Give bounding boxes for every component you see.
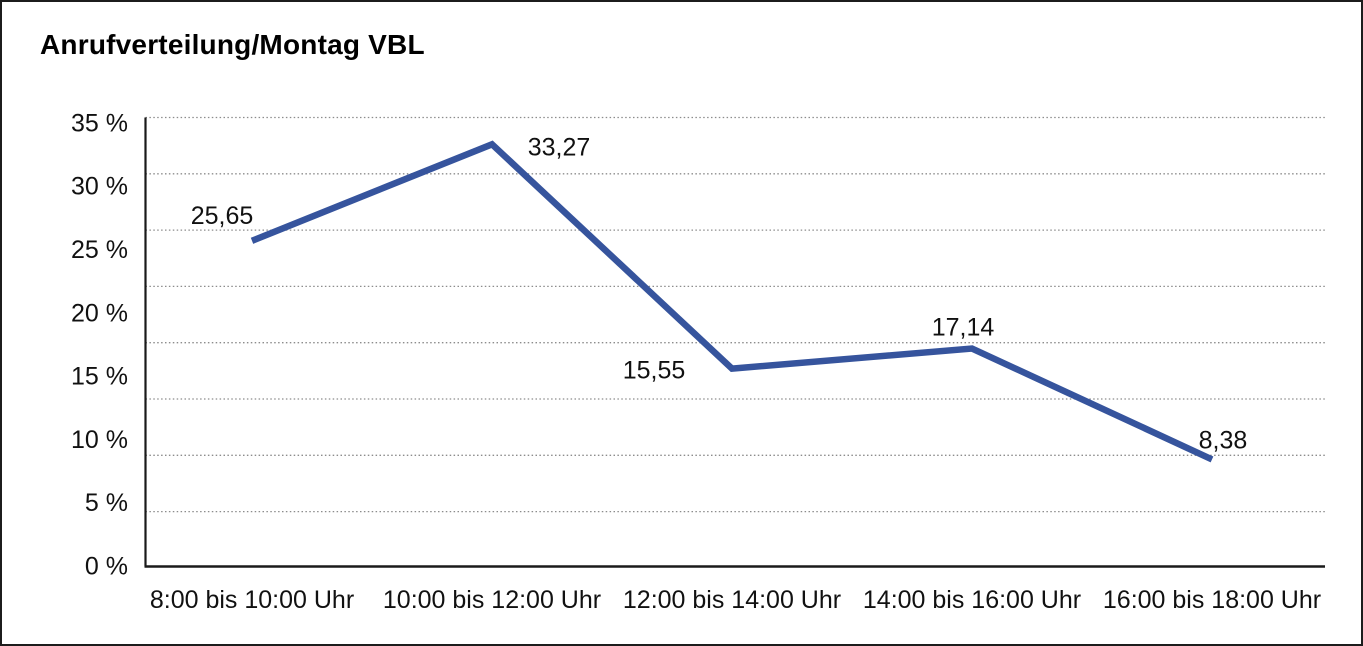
chart-title: Anrufverteilung/Montag VBL — [40, 29, 425, 60]
y-tick-label: 0 % — [85, 553, 128, 581]
x-tick-label: 12:00 bis 14:00 Uhr — [623, 586, 841, 614]
y-tick-label: 30 % — [71, 173, 128, 201]
y-tick-label: 10 % — [71, 426, 128, 454]
x-tick-label: 10:00 bis 12:00 Uhr — [383, 586, 601, 614]
x-tick-label: 8:00 bis 10:00 Uhr — [150, 586, 354, 614]
data-label: 15,55 — [623, 357, 686, 385]
y-tick-label: 25 % — [71, 236, 128, 264]
y-tick-label: 5 % — [85, 489, 128, 517]
series-line — [250, 140, 1214, 463]
y-tick-label: 35 % — [71, 109, 128, 137]
x-tick-label: 16:00 bis 18:00 Uhr — [1103, 586, 1321, 614]
x-tick-label: 14:00 bis 16:00 Uhr — [863, 586, 1081, 614]
y-tick-label: 15 % — [71, 363, 128, 391]
data-label: 25,65 — [191, 202, 254, 230]
data-label: 17,14 — [932, 314, 995, 342]
data-label: 8,38 — [1199, 426, 1248, 454]
y-tick-label: 20 % — [71, 299, 128, 327]
data-label: 33,27 — [528, 133, 591, 161]
